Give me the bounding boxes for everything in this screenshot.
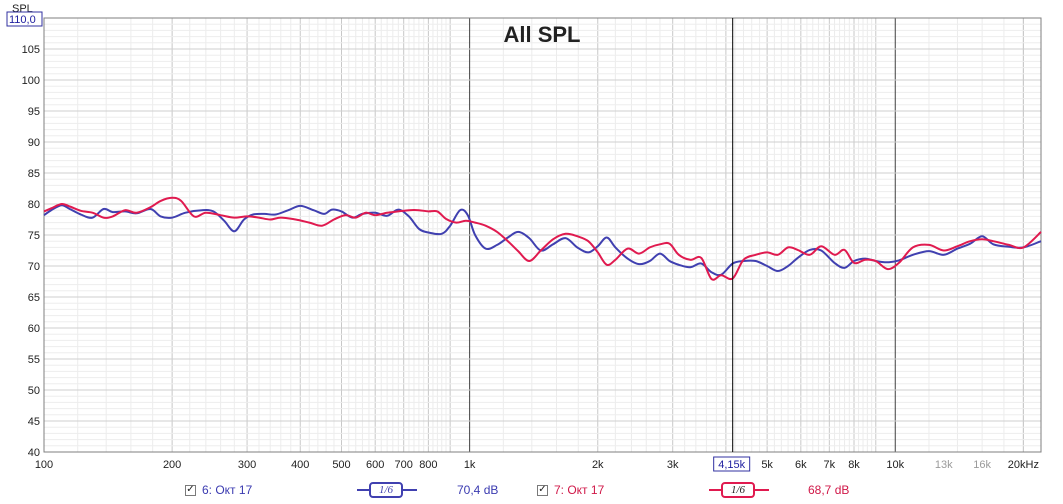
x-tick-label: 300 [238,459,256,471]
x-tick-label: 100 [35,459,53,471]
x-tick-label: 7k [824,459,836,471]
y-tick-label: 100 [22,75,40,87]
x-tick-label: 400 [291,459,309,471]
y-tick-label: 75 [28,230,40,242]
x-tick-label: 700 [395,459,413,471]
y-max-readout[interactable]: 110,0 [6,11,43,27]
legend-swatch-1[interactable]: 1/6 [357,480,417,500]
legend-value-text-1: 70,4 dB [457,483,499,497]
x-tick-label: 20kHz [1008,459,1039,471]
legend-label-1: 6: Окт 17 [202,483,253,497]
y-tick-label: 85 [28,168,40,180]
x-tick-label: 600 [366,459,384,471]
legend-swatch-2[interactable]: 1/6 [709,480,769,500]
y-tick-label: 55 [28,354,40,366]
y-tick-label: 60 [28,323,40,335]
y-axis-ticks: 40 45 50 55 60 65 70 75 80 85 90 95 100 105 [22,44,40,459]
legend-value-text-2: 68,7 dB [808,483,850,497]
x-tick-label: 500 [332,459,350,471]
cursor-readout[interactable]: 4,15k [713,456,751,472]
y-tick-label: 95 [28,106,40,118]
legend-item-1[interactable]: ✓ 6: Окт 17 [185,480,252,500]
y-tick-label: 105 [22,44,40,56]
x-tick-label: 200 [163,459,181,471]
x-axis-ticks: 100 200 300 400 500 600 700 800 1k 2k 3k 5k 6k 7k 8k 10… [35,459,1039,471]
x-tick-label: 10k [886,459,904,471]
chart-title: All SPL [503,22,580,47]
x-tick-label: 8k [848,459,860,471]
x-tick-label: 2k [592,459,604,471]
y-tick-label: 45 [28,416,40,428]
x-tick-label: 1k [464,459,476,471]
y-max-readout-text: 110,0 [9,14,36,26]
series-line-2 [43,196,1042,281]
smoothing-box-2: 1/6 [721,482,755,498]
x-tick-label: 13k [935,459,953,471]
grid-major [43,17,1041,453]
x-tick-label: 6k [795,459,807,471]
legend-checkbox-2[interactable]: ✓ [537,484,548,496]
series-line-1 [43,204,1042,277]
y-tick-label: 80 [28,199,40,211]
y-tick-label: 70 [28,261,40,273]
legend-value-1: 70,4 dB [457,480,498,500]
y-tick-label: 50 [28,385,40,397]
y-tick-label: 65 [28,292,40,304]
x-tick-label: 3k [667,459,679,471]
plot-frame [43,17,1042,453]
legend-label-2: 7: Окт 17 [554,483,605,497]
legend-checkbox-1[interactable]: ✓ [185,484,196,496]
series-layer [43,196,1042,281]
cursor-readout-text: 4,15k [718,459,745,471]
smoothing-box-1: 1/6 [369,482,403,498]
x-tick-label: 5k [761,459,773,471]
legend-item-2[interactable]: ✓ 7: Окт 17 [537,480,604,500]
x-tick-label: 16k [973,459,991,471]
y-tick-label: 40 [28,447,40,459]
legend-value-2: 68,7 dB [808,480,849,500]
x-tick-label: 800 [419,459,437,471]
y-tick-label: 90 [28,137,40,149]
